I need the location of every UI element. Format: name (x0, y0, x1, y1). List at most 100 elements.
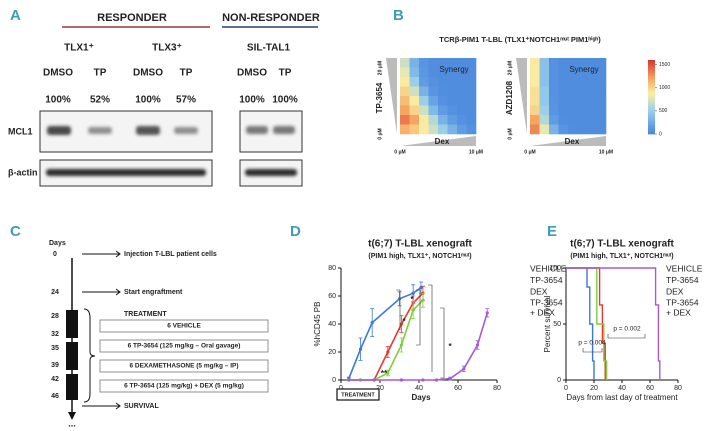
heatmap-cell (530, 96, 540, 106)
series-line (348, 312, 489, 381)
heatmap-cell (447, 105, 458, 116)
colorbar-segment (648, 102, 655, 105)
panel-letter: E (547, 223, 557, 240)
band (88, 127, 112, 134)
heatmap-cell (558, 67, 569, 78)
colorbar-segment (648, 82, 655, 85)
point (419, 286, 423, 290)
point (448, 377, 452, 381)
day: 24 (51, 289, 59, 296)
y-top: 20 μM (507, 61, 513, 75)
heatmap-cell (428, 115, 439, 125)
group-title: RESPONDER (97, 12, 167, 24)
colorbar-segment (648, 91, 655, 94)
heatmap-cell (587, 58, 597, 68)
group-box (99, 339, 269, 353)
heatmap-cell (419, 58, 429, 68)
heatmap-cell (466, 115, 477, 125)
point (462, 367, 466, 371)
heatmap-cell (419, 77, 429, 87)
heatmap-cell (428, 105, 439, 116)
heatmap-cell (549, 67, 559, 78)
x-left: 0 μM (524, 149, 535, 155)
legend-entry: DEX (666, 286, 684, 296)
annotation: * (448, 342, 452, 351)
heatmap-cell (457, 96, 467, 106)
heatmap-cell (539, 124, 550, 135)
point (485, 311, 489, 315)
heatmap-cell (447, 96, 458, 106)
heatmap-cell (428, 77, 439, 87)
day: 42 (51, 376, 59, 383)
event: Injection T-LBL patient cells (124, 251, 217, 258)
y-tick-label: 40 (328, 321, 336, 328)
treatment: DMSO (133, 68, 163, 79)
heatmap-cell (539, 115, 550, 125)
heatmap-cell (558, 86, 569, 97)
treatment: TP (279, 68, 292, 79)
heatmap-cell (596, 58, 607, 68)
heatmap-cell (568, 115, 578, 125)
heatmap-cell (539, 96, 550, 106)
heatmap-cell (530, 67, 540, 78)
heatmap-cell (596, 115, 607, 125)
heatmap-cell (596, 96, 607, 106)
heatmap-cell (428, 86, 439, 97)
heatmap-cell (549, 105, 559, 116)
colorbar-segment (648, 71, 655, 74)
colorbar-segment (648, 76, 655, 79)
panel-letter: D (290, 223, 301, 240)
x-tick-label: 80 (674, 385, 682, 392)
treatment: DMSO (237, 68, 267, 79)
percent: 52% (90, 95, 110, 106)
heatmap-cell (596, 77, 607, 87)
x-label: Dex (435, 137, 450, 146)
heatmap-cell (447, 115, 458, 125)
heatmap-cell (577, 86, 588, 97)
legend-entry: VEHICLE (666, 263, 703, 273)
point (421, 298, 425, 302)
heatmap-cell (558, 96, 569, 106)
x-left: 0 μM (394, 149, 405, 155)
annotation: p = 0.002 (613, 326, 641, 333)
chart-title: TCRβ-PIM1 T-LBL (TLX1⁺NOTCH1ᵐᵘᵗ PIM1ʰⁱᵍʰ… (439, 34, 601, 44)
percent: 100% (45, 95, 71, 106)
heatmap-cell (419, 67, 429, 78)
colorbar-segment (648, 89, 655, 92)
heatmap-cell (466, 77, 477, 87)
heatmap-cell (568, 124, 578, 135)
colorbar-segment (648, 108, 655, 111)
y-top: 20 μM (377, 61, 383, 75)
heatmap-cell (438, 105, 448, 116)
heatmap-cell (409, 58, 420, 68)
panel-letter: C (10, 223, 21, 240)
x-tick-label: 40 (618, 385, 626, 392)
heatmap-cell (438, 86, 448, 97)
ellipsis: ... (68, 418, 76, 428)
heatmap-cell (549, 115, 559, 125)
heatmap-cell (428, 58, 439, 68)
percent: 100% (239, 95, 265, 106)
colorbar-label: 500 (659, 108, 668, 114)
x-axis-label: Days from last day of treatment (566, 393, 678, 402)
group-box (99, 359, 269, 373)
heatmap-cell (587, 86, 597, 97)
heatmap-cell (447, 86, 458, 97)
heatmap-cell (587, 124, 597, 135)
y-label: AZD1208 (505, 80, 514, 115)
heatmap-cell (568, 58, 578, 68)
series-line (348, 286, 422, 379)
heatmap-cell (400, 58, 410, 68)
heatmap-cell (419, 105, 429, 116)
group-text: 6 DEXAMETHASONE (5 mg/kg – IP) (129, 363, 238, 370)
annotation: ** (381, 369, 388, 378)
point (358, 347, 363, 351)
heatmap-cell (587, 67, 597, 78)
p-brackets (582, 334, 646, 353)
heatmap-cell (530, 115, 540, 125)
y-tick-label: 20 (328, 349, 336, 356)
legend-entry: DEX (530, 286, 548, 296)
x-tick-label: 40 (415, 385, 423, 392)
dose-triangle (400, 136, 476, 146)
